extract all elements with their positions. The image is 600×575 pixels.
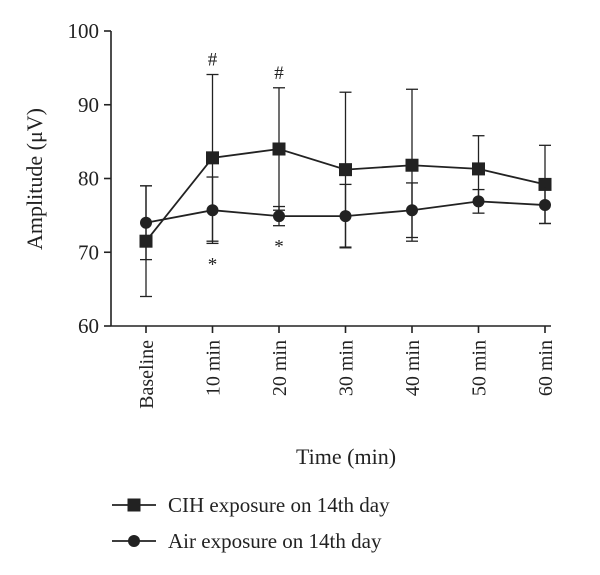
legend-label: CIH exposure on 14th day <box>168 493 390 517</box>
legend: CIH exposure on 14th day Air exposure on … <box>112 493 390 553</box>
data-point-square <box>206 151 219 165</box>
x-tick-label: 30 min <box>336 340 358 396</box>
x-axis-title: Time (min) <box>296 444 396 469</box>
data-point-circle <box>472 195 485 208</box>
y-tick-label: 80 <box>78 167 99 191</box>
x-tick-label: Baseline <box>136 340 158 409</box>
data-point-square <box>472 162 485 176</box>
legend-circle-marker <box>128 535 140 547</box>
data-point-circle <box>140 216 152 229</box>
data-point-circle <box>206 204 219 217</box>
y-axis-title: Amplitude (μV) <box>22 108 47 250</box>
legend-square-marker <box>127 498 141 512</box>
data-point-circle <box>339 210 352 223</box>
x-tick-label: 50 min <box>469 340 491 396</box>
data-point-square <box>405 158 419 172</box>
significance-marker: # <box>274 63 284 84</box>
y-tick-label: 70 <box>78 240 99 264</box>
significance-marker: * <box>274 237 284 258</box>
x-tick-label: 10 min <box>203 340 225 396</box>
y-tick-label: 100 <box>68 19 100 43</box>
y-tick-label: 60 <box>78 314 99 338</box>
data-point-square <box>272 142 286 156</box>
x-tick-label: 20 min <box>269 340 291 396</box>
plot-area: 60 70 80 90 100 Baseline 10 min 20 min 30 min 40 … <box>68 19 558 409</box>
data-point-circle <box>406 204 418 217</box>
data-point-circle <box>539 199 551 212</box>
significance-marker: * <box>208 254 218 275</box>
legend-label: Air exposure on 14th day <box>168 529 382 553</box>
x-tick-label: 60 min <box>535 340 557 396</box>
data-point-square <box>538 177 552 191</box>
significance-marker: # <box>208 50 218 71</box>
x-tick-label: 40 min <box>402 340 424 396</box>
y-tick-label: 90 <box>78 93 99 117</box>
data-point-circle <box>273 210 285 223</box>
data-point-square <box>339 163 352 177</box>
